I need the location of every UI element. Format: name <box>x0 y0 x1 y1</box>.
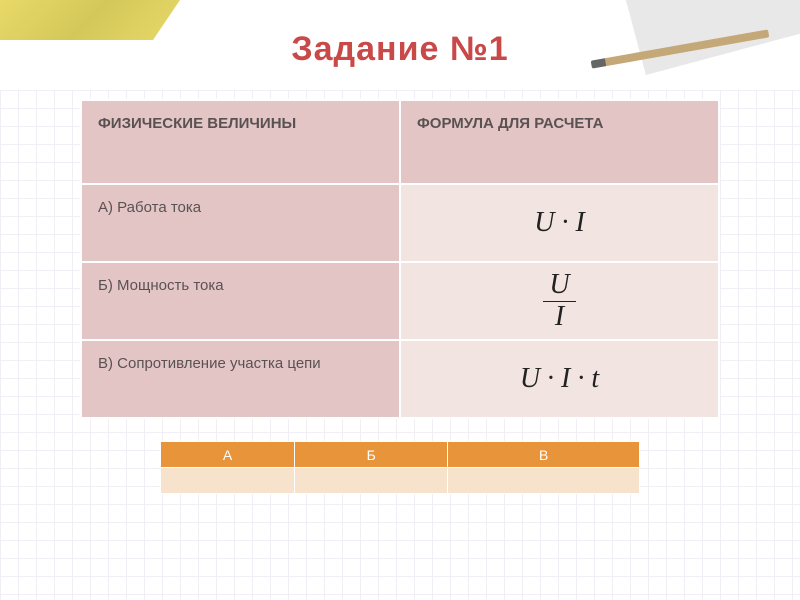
answer-cell-b <box>295 468 448 494</box>
row-formula-c: U · I · t <box>400 340 719 418</box>
formula-fraction: U I <box>543 270 575 333</box>
row-label-b: Б) Мощность тока <box>81 262 400 340</box>
row-label-c: В) Сопротивление участка цепи <box>81 340 400 418</box>
physics-table: ФИЗИЧЕСКИЕ ВЕЛИЧИНЫ ФОРМУЛА ДЛЯ РАСЧЕТА … <box>80 99 720 419</box>
fraction-numerator: U <box>543 270 575 302</box>
column-header-formula: ФОРМУЛА ДЛЯ РАСЧЕТА <box>400 100 719 184</box>
answer-header-a: А <box>161 442 295 468</box>
column-header-quantities: ФИЗИЧЕСКИЕ ВЕЛИЧИНЫ <box>81 100 400 184</box>
page-title: Задание №1 <box>0 0 800 69</box>
answer-header-c: В <box>448 442 640 468</box>
answer-cell-a <box>161 468 295 494</box>
answer-cell-c <box>448 468 640 494</box>
row-formula-b: U I <box>400 262 719 340</box>
fraction-denominator: I <box>543 302 575 333</box>
row-formula-a: U · I <box>400 184 719 262</box>
formula-text: U · I · t <box>520 363 599 395</box>
row-label-a: А) Работа тока <box>81 184 400 262</box>
answer-table: А Б В <box>160 441 640 494</box>
answer-header-b: Б <box>295 442 448 468</box>
formula-text: U · I <box>534 207 585 239</box>
